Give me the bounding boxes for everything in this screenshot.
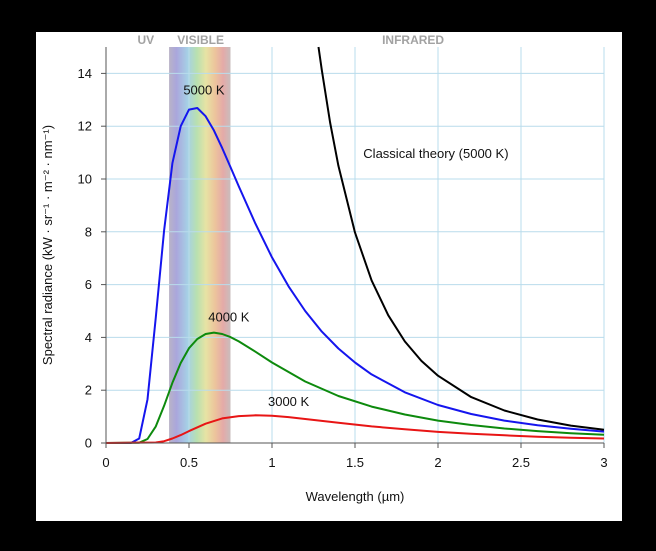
series-classical-theory-5000-k <box>317 46 605 431</box>
curve-label: 5000 K <box>183 83 225 98</box>
y-tick-label: 12 <box>78 119 92 134</box>
x-tick-label: 0 <box>102 455 109 470</box>
band-labels: UV VISIBLE INFRARED <box>138 33 445 47</box>
x-tick-label: 2 <box>434 455 441 470</box>
x-tick-label: 0.5 <box>180 455 198 470</box>
curve-labels: 5000 K 4000 K 3000 K Classical theory (5000… <box>183 83 508 410</box>
y-tick-label: 2 <box>85 383 92 398</box>
band-label: INFRARED <box>382 33 444 47</box>
curve-label: 3000 K <box>268 394 310 409</box>
series-4000-k <box>105 331 605 444</box>
x-tick-label: 2.5 <box>512 455 530 470</box>
x-tick-label: 3 <box>600 455 607 470</box>
curves <box>105 46 605 444</box>
x-ticks: 0 0.5 1 1.5 2 2.5 3 <box>102 443 608 470</box>
y-tick-label: 4 <box>85 330 92 345</box>
grid-lines <box>106 47 605 443</box>
spectral-bands <box>169 47 231 443</box>
y-tick-label: 14 <box>78 66 92 81</box>
y-tick-label: 0 <box>85 436 92 451</box>
curve-label: 4000 K <box>208 310 250 325</box>
x-tick-label: 1 <box>268 455 275 470</box>
band-label: UV <box>138 33 155 47</box>
curve-label: Classical theory (5000 K) <box>363 146 508 161</box>
series-3000-k <box>105 414 605 444</box>
y-tick-label: 6 <box>85 277 92 292</box>
y-axis-label: Spectral radiance (kW · sr⁻¹ · m⁻² · nm⁻… <box>40 125 55 365</box>
visible-band <box>169 47 231 443</box>
y-tick-label: 8 <box>85 224 92 239</box>
y-tick-label: 10 <box>78 172 92 187</box>
x-axis-label: Wavelength (µm) <box>306 489 405 504</box>
y-ticks: 0 2 4 6 8 10 12 14 <box>78 66 106 451</box>
band-label: VISIBLE <box>177 33 224 47</box>
series-5000-k <box>106 107 605 444</box>
x-tick-label: 1.5 <box>346 455 364 470</box>
